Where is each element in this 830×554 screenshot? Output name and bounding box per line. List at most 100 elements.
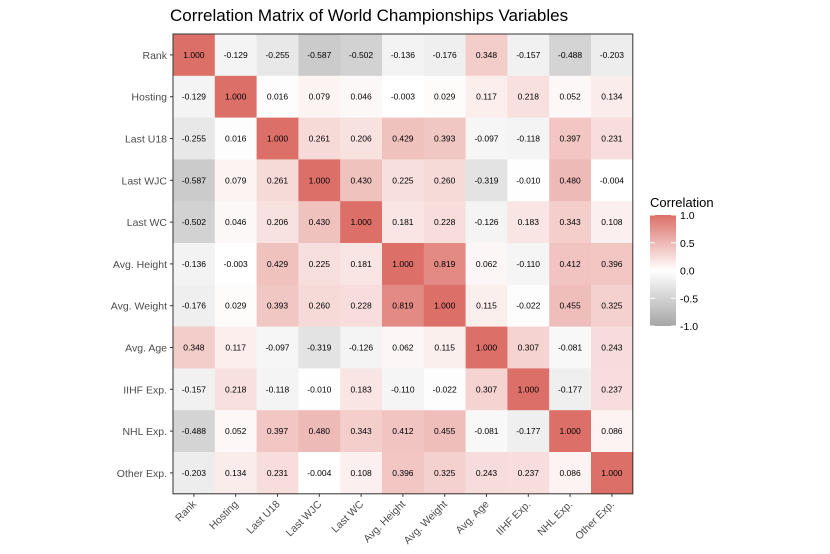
cell-value-label: -0.003	[224, 259, 248, 269]
cell-value-label: -0.003	[391, 92, 415, 102]
heatmap-cell	[173, 452, 216, 495]
heatmap-cell	[507, 34, 550, 77]
cell-value-label: -0.097	[474, 134, 498, 144]
cell-value-label: 0.052	[225, 426, 247, 436]
cell-value-label: 0.218	[518, 92, 540, 102]
cell-value-label: 0.396	[392, 468, 414, 478]
heatmap-cell	[423, 243, 466, 286]
heatmap-cell	[423, 410, 466, 453]
heatmap-cell	[340, 284, 383, 327]
cell-value-label: 0.206	[267, 217, 289, 227]
heatmap-cell	[298, 117, 341, 160]
heatmap-cell	[298, 410, 341, 453]
cell-value-label: -0.319	[307, 343, 331, 353]
cell-value-label: 0.455	[434, 426, 456, 436]
cell-value-label: -0.010	[516, 175, 540, 185]
heatmap-cells	[173, 34, 634, 495]
cell-value-label: -0.203	[182, 468, 206, 478]
cell-value-label: -0.319	[474, 175, 498, 185]
x-tick-label: Hosting	[207, 498, 241, 532]
heatmap-cell	[549, 117, 592, 160]
heatmap-cell	[507, 284, 550, 327]
cell-value-label: 0.231	[601, 134, 623, 144]
cell-value-label: 0.086	[601, 426, 623, 436]
heatmap-cell	[465, 75, 508, 118]
heatmap-cell	[298, 326, 341, 369]
cell-value-label: -0.110	[391, 384, 415, 394]
cell-value-label: -0.110	[517, 259, 541, 269]
heatmap-cell	[423, 75, 466, 118]
x-tick-label: Other Exp.	[573, 498, 617, 542]
cell-value-label: -0.126	[349, 343, 373, 353]
cell-value-label: 0.237	[601, 384, 623, 394]
heatmap-cell	[591, 452, 634, 495]
heatmap-cell	[549, 201, 592, 244]
heatmap-cell	[173, 243, 216, 286]
x-tick-label: NHL Exp.	[535, 498, 575, 538]
heatmap-cell	[382, 326, 425, 369]
cell-value-label: -0.004	[307, 468, 331, 478]
heatmap-cell	[340, 34, 383, 77]
heatmap-cell	[173, 159, 216, 202]
heatmap-cell	[423, 326, 466, 369]
x-tick-label: Last WJC	[284, 498, 325, 539]
cell-value-label: 1.000	[392, 259, 414, 269]
legend-tick-label: -1.0	[680, 321, 698, 333]
heatmap-cell-labels: 1.000 -0.129 -0.255 -0.587 -0.502 -0.136 -0.17…	[182, 50, 624, 478]
heatmap-cell	[382, 117, 425, 160]
cell-value-label: 0.307	[476, 384, 498, 394]
y-tick-label: Last WC	[127, 217, 168, 229]
heatmap-cell	[465, 243, 508, 286]
heatmap-cell	[507, 326, 550, 369]
heatmap-cell	[507, 75, 550, 118]
heatmap-cell	[382, 368, 425, 411]
heatmap-cell	[173, 326, 216, 369]
y-tick-label: Avg. Height	[113, 259, 167, 271]
cell-value-label: 0.480	[309, 426, 331, 436]
heatmap-cell	[382, 284, 425, 327]
cell-value-label: 0.429	[267, 259, 289, 269]
cell-value-label: -0.022	[516, 301, 540, 311]
heatmap-cell	[173, 368, 216, 411]
cell-value-label: 0.397	[267, 426, 289, 436]
cell-value-label: 0.181	[350, 259, 372, 269]
heatmap-cell	[507, 410, 550, 453]
x-tick-label: Avg. Age	[454, 498, 492, 536]
heatmap-cell	[591, 368, 634, 411]
heatmap-cell	[591, 75, 634, 118]
cell-value-label: 0.016	[267, 92, 289, 102]
heatmap-cell	[173, 34, 216, 77]
cell-value-label: -0.126	[474, 217, 498, 227]
cell-value-label: -0.488	[558, 50, 582, 60]
heatmap-cell	[423, 34, 466, 77]
cell-value-label: 0.480	[559, 175, 581, 185]
heatmap-cell	[549, 75, 592, 118]
heatmap-cell	[423, 284, 466, 327]
cell-value-label: -0.004	[600, 175, 624, 185]
heatmap-cell	[340, 410, 383, 453]
heatmap-cell	[298, 34, 341, 77]
heatmap-cell	[256, 201, 299, 244]
cell-value-label: 0.430	[350, 175, 372, 185]
x-tick-label: Last WC	[329, 498, 366, 535]
cell-value-label: 0.237	[518, 468, 540, 478]
cell-value-label: -0.587	[182, 175, 206, 185]
heatmap-cell	[256, 159, 299, 202]
heatmap-cell	[298, 368, 341, 411]
cell-value-label: 0.206	[350, 134, 372, 144]
heatmap-cell	[256, 452, 299, 495]
cell-value-label: 0.029	[225, 301, 247, 311]
heatmap-cell	[256, 117, 299, 160]
cell-value-label: 0.393	[267, 301, 289, 311]
cell-value-label: 0.117	[476, 92, 497, 102]
cell-value-label: 0.348	[476, 50, 498, 60]
heatmap-cell	[591, 243, 634, 286]
heatmap-cell	[465, 117, 508, 160]
heatmap-cell	[591, 201, 634, 244]
heatmap-cell	[340, 201, 383, 244]
cell-value-label: 0.231	[267, 468, 289, 478]
cell-value-label: 1.000	[350, 217, 372, 227]
heatmap-cell	[507, 368, 550, 411]
